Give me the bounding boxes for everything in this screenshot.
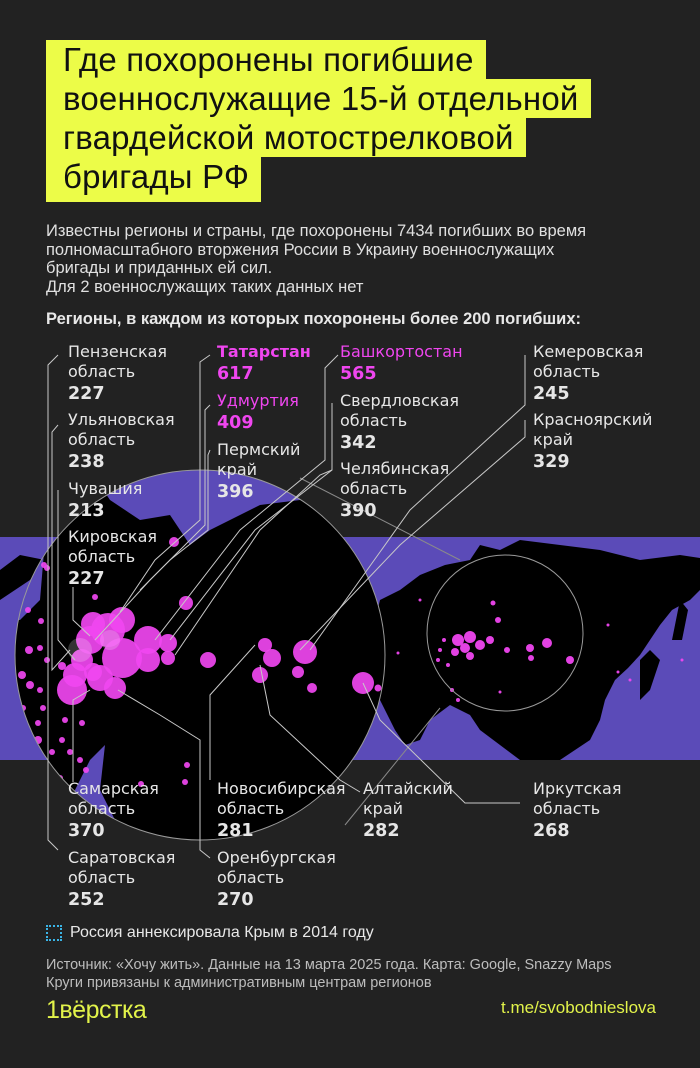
region-name: Красноярский	[533, 410, 653, 429]
label-sverdlovsk: Свердловская область 342	[340, 391, 459, 455]
region-value: 238	[68, 452, 105, 472]
region-name: край	[533, 430, 574, 449]
region-name: Пермский	[217, 440, 301, 459]
label-chelyabinsk: Челябинская область 390	[340, 459, 449, 523]
label-krasnoyarsk: Красноярский край 329	[533, 410, 652, 474]
label-kirov: Кировская область 227	[68, 527, 157, 591]
label-ulyanovsk: Ульяновская область 238	[68, 410, 175, 474]
source-line-2: Круги привязаны к административным центр…	[46, 975, 432, 991]
intro-line-2: полномасштабного вторжения России в Укра…	[46, 240, 555, 259]
intro-text: Известны регионы и страны, где похоронен…	[46, 222, 666, 296]
title-line-2: военнослужащие 15-й отдельной	[46, 79, 591, 118]
label-irkutsk: Иркутская область 268	[533, 779, 621, 843]
region-value: 617	[217, 364, 254, 384]
region-value: 370	[68, 821, 105, 841]
region-value: 396	[217, 482, 254, 502]
region-value: 409	[217, 413, 254, 433]
region-name: область	[68, 799, 136, 818]
intro-line-1: Известны регионы и страны, где похоронен…	[46, 222, 587, 240]
title-line-3: гвардейской мотострелковой	[46, 118, 526, 157]
region-name: Кемеровская	[533, 342, 644, 361]
region-name: Новосибирская	[217, 779, 346, 798]
region-value: 282	[363, 821, 400, 841]
label-saratov: Саратовская область 252	[68, 848, 175, 912]
region-name: Башкортостан	[340, 342, 463, 361]
region-name: Чувашия	[68, 479, 143, 498]
label-penza: Пензенская область 227	[68, 342, 167, 406]
title-block: Где похоронены погибшие военнослужащие 1…	[46, 40, 591, 202]
region-name: Челябинская	[340, 459, 450, 478]
label-tatarstan: Татарстан 617	[217, 342, 311, 386]
region-name: область	[68, 868, 136, 887]
region-name: Самарская	[68, 779, 159, 798]
world-map-small	[0, 540, 700, 760]
region-name: Кировская	[68, 527, 158, 546]
label-kemerovo: Кемеровская область 245	[533, 342, 643, 406]
region-name: область	[533, 362, 601, 381]
region-value: 342	[340, 433, 377, 453]
label-altai: Алтайский край 282	[363, 779, 453, 843]
label-udmurtia: Удмуртия 409	[217, 391, 299, 435]
title-line-4: бригады РФ	[46, 157, 262, 202]
region-name: край	[363, 799, 404, 818]
region-value: 268	[533, 821, 570, 841]
label-novosibirsk: Новосибирская область 281	[217, 779, 346, 843]
label-bashkortostan: Башкортостан 565	[340, 342, 463, 386]
intro-line-4: Для 2 военнослужащих таких данных нет	[46, 277, 364, 296]
region-name: область	[217, 868, 285, 887]
crimea-legend-text: Россия аннексировала Крым в 2014 году	[70, 924, 374, 941]
label-samara: Самарская область 370	[68, 779, 159, 843]
label-orenburg: Оренбургская область 270	[217, 848, 336, 912]
region-value: 281	[217, 821, 254, 841]
source-note: Источник: «Хочу жить». Данные на 13 март…	[46, 956, 612, 992]
region-name: область	[533, 799, 601, 818]
region-value: 245	[533, 384, 570, 404]
region-name: область	[340, 479, 408, 498]
telegram-link[interactable]: t.me/svobodnieslova	[501, 998, 656, 1017]
region-name: край	[217, 460, 258, 479]
region-name: область	[340, 411, 408, 430]
title-line-1: Где похоронены погибшие	[46, 40, 486, 79]
region-value: 213	[68, 501, 105, 521]
label-perm: Пермский край 396	[217, 440, 300, 504]
region-name: область	[68, 430, 136, 449]
region-value: 227	[68, 569, 105, 589]
crimea-legend: Россия аннексировала Крым в 2014 году	[46, 924, 374, 942]
region-value: 227	[68, 384, 105, 404]
region-value: 565	[340, 364, 377, 384]
intro-line-3: бригады и приданных ей сил.	[46, 259, 273, 277]
regions-subheading: Регионы, в каждом из которых похоронены …	[46, 310, 582, 328]
region-name: Алтайский	[363, 779, 453, 798]
region-name: область	[68, 362, 136, 381]
region-name: Ульяновская	[68, 410, 175, 429]
label-chuvashia: Чувашия 213	[68, 479, 142, 523]
region-name: Татарстан	[217, 342, 311, 361]
region-name: Иркутская	[533, 779, 622, 798]
region-name: Саратовская	[68, 848, 176, 867]
dotted-square-icon	[46, 925, 62, 941]
region-name: Оренбургская	[217, 848, 336, 867]
verstka-logo: 1вёрстка	[46, 996, 147, 1024]
region-name: область	[217, 799, 285, 818]
region-name: Пензенская	[68, 342, 168, 361]
source-line-1: Источник: «Хочу жить». Данные на 13 март…	[46, 957, 612, 973]
region-value: 329	[533, 452, 570, 472]
region-value: 390	[340, 501, 377, 521]
region-name: Удмуртия	[217, 391, 299, 410]
region-value: 252	[68, 890, 105, 910]
region-value: 270	[217, 890, 254, 910]
region-name: Свердловская	[340, 391, 459, 410]
region-name: область	[68, 547, 136, 566]
